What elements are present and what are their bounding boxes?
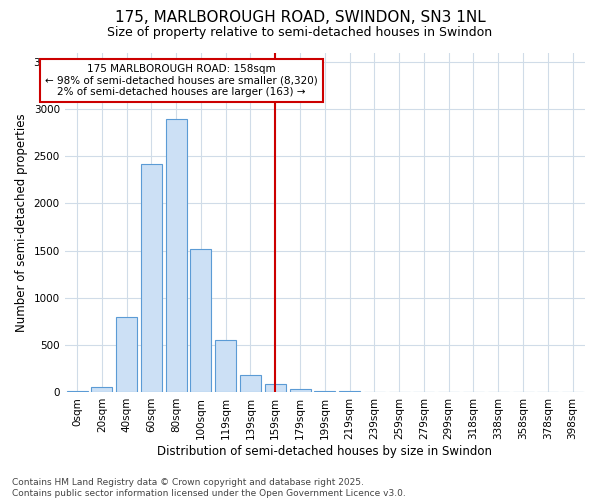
Text: Contains HM Land Registry data © Crown copyright and database right 2025.
Contai: Contains HM Land Registry data © Crown c…	[12, 478, 406, 498]
Bar	[67, 391, 88, 392]
Bar	[265, 384, 286, 392]
Bar	[190, 248, 211, 392]
Y-axis label: Number of semi-detached properties: Number of semi-detached properties	[15, 113, 28, 332]
Bar	[166, 118, 187, 392]
Text: 175 MARLBOROUGH ROAD: 158sqm
← 98% of semi-detached houses are smaller (8,320)
2: 175 MARLBOROUGH ROAD: 158sqm ← 98% of se…	[45, 64, 317, 97]
Bar	[215, 340, 236, 392]
Bar	[91, 387, 112, 392]
Text: 175, MARLBOROUGH ROAD, SWINDON, SN3 1NL: 175, MARLBOROUGH ROAD, SWINDON, SN3 1NL	[115, 10, 485, 25]
Bar	[290, 388, 311, 392]
Bar	[116, 316, 137, 392]
Bar	[240, 376, 261, 392]
Bar	[314, 390, 335, 392]
Bar	[141, 164, 162, 392]
Text: Size of property relative to semi-detached houses in Swindon: Size of property relative to semi-detach…	[107, 26, 493, 39]
X-axis label: Distribution of semi-detached houses by size in Swindon: Distribution of semi-detached houses by …	[157, 444, 493, 458]
